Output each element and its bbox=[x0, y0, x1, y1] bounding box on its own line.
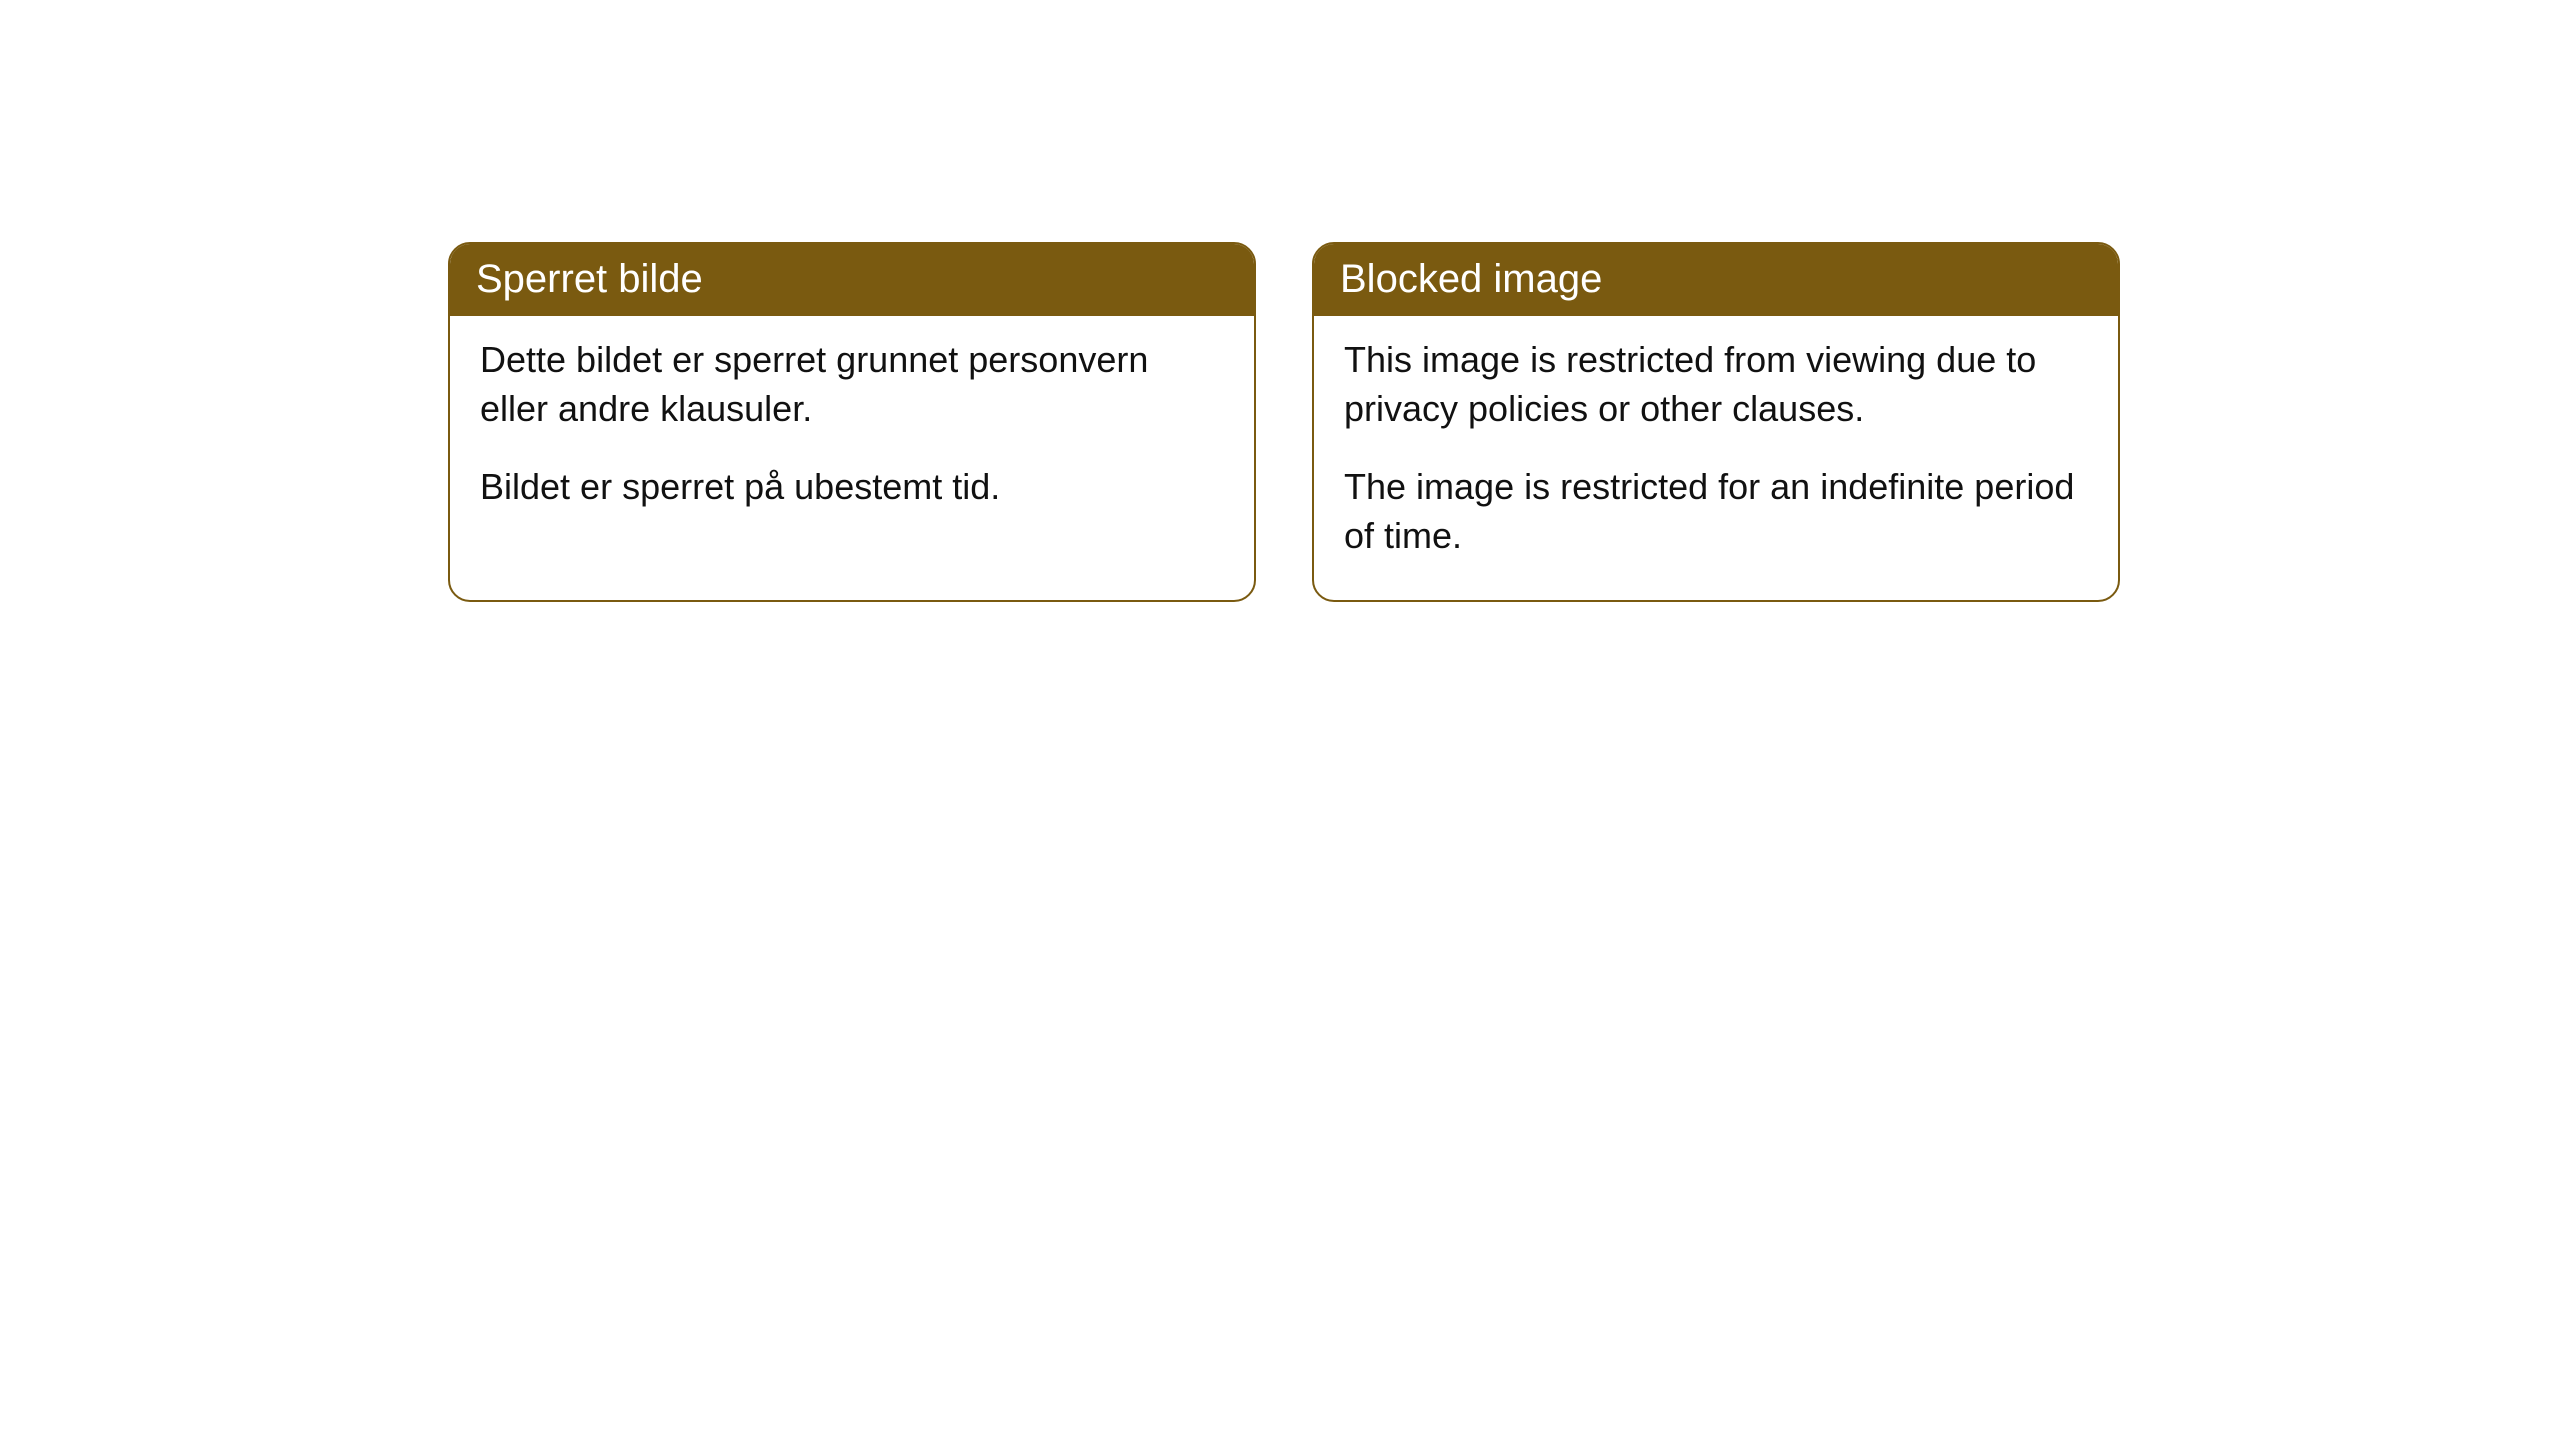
card-paragraph: Bildet er sperret på ubestemt tid. bbox=[480, 463, 1224, 512]
card-body: Dette bildet er sperret grunnet personve… bbox=[450, 316, 1254, 552]
card-paragraph: Dette bildet er sperret grunnet personve… bbox=[480, 336, 1224, 433]
card-body: This image is restricted from viewing du… bbox=[1314, 316, 2118, 600]
notice-card-english: Blocked image This image is restricted f… bbox=[1312, 242, 2120, 602]
card-paragraph: This image is restricted from viewing du… bbox=[1344, 336, 2088, 433]
notice-container: Sperret bilde Dette bildet er sperret gr… bbox=[0, 0, 2560, 602]
card-header: Blocked image bbox=[1314, 244, 2118, 316]
notice-card-norwegian: Sperret bilde Dette bildet er sperret gr… bbox=[448, 242, 1256, 602]
card-header: Sperret bilde bbox=[450, 244, 1254, 316]
card-paragraph: The image is restricted for an indefinit… bbox=[1344, 463, 2088, 560]
